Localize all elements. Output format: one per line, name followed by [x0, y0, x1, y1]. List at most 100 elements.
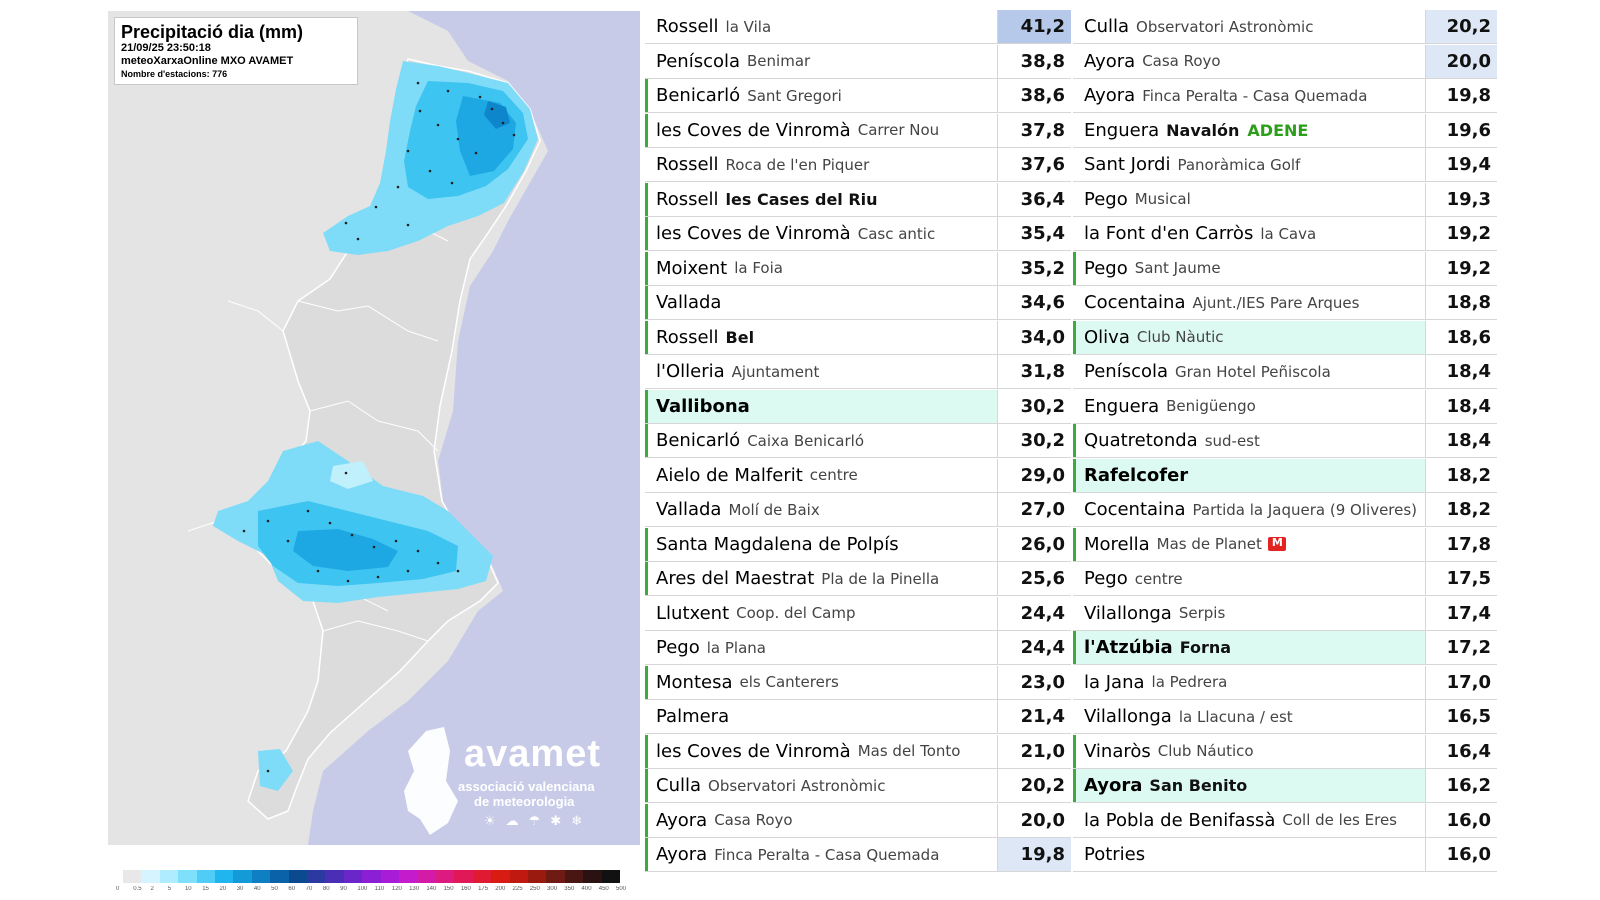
station-name-cell[interactable]: Cocentaina Ajunt./IES Pare Arques [1073, 286, 1425, 319]
station-name-cell[interactable]: Ares del Maestrat Pla de la Pinella [645, 562, 997, 596]
table-row[interactable]: les Coves de Vinromà Carrer Nou 37,8 [645, 113, 1071, 148]
station-name-cell[interactable]: Rafelcofer [1073, 458, 1425, 492]
station-name-cell[interactable]: Santa Magdalena de Polpís [645, 527, 997, 561]
station-name-cell[interactable]: Peníscola Gran Hotel Peñiscola [1073, 355, 1425, 388]
station-name-cell[interactable]: Sant Jordi Panoràmica Golf [1073, 148, 1425, 181]
station-name-cell[interactable]: Benicarló Caixa Benicarló [645, 424, 997, 458]
station-name-cell[interactable]: Peníscola Benimar [645, 45, 997, 78]
station-name-cell[interactable]: Vallibona [645, 389, 997, 423]
table-row[interactable]: Pego centre 17,5 [1073, 562, 1497, 597]
station-name-cell[interactable]: Pego Sant Jaume [1073, 251, 1425, 285]
table-row[interactable]: Aielo de Malferit centre 29,0 [645, 458, 1071, 493]
table-row[interactable]: Peníscola Benimar 38,8 [645, 44, 1071, 79]
table-row[interactable]: Potries 16,0 [1073, 838, 1497, 873]
station-name-cell[interactable]: Rossell la Vila [645, 10, 997, 43]
table-row[interactable]: Rossell la Vila 41,2 [645, 10, 1071, 45]
station-name-cell[interactable]: l'Olleria Ajuntament [645, 355, 997, 388]
station-name-cell[interactable]: la Pobla de Benifassà Coll de les Eres [1073, 804, 1425, 837]
station-name-cell[interactable]: Ayora Finca Peralta - Casa Quemada [645, 838, 997, 872]
precipitation-map[interactable]: Precipitació dia (mm) 21/09/25 23:50:18 … [108, 11, 640, 845]
station-name-cell[interactable]: Vinaròs Club Náutico [1073, 734, 1425, 768]
station-name-cell[interactable]: la Jana la Pedrera [1073, 666, 1425, 699]
table-row[interactable]: Benicarló Caixa Benicarló 30,2 [645, 424, 1071, 459]
table-row[interactable]: la Pobla de Benifassà Coll de les Eres 16,… [1073, 803, 1497, 838]
table-row[interactable]: Vilallonga Serpis 17,4 [1073, 596, 1497, 631]
station-name-cell[interactable]: Enguera Benigüengo [1073, 390, 1425, 423]
station-name-cell[interactable]: Culla Observatori Astronòmic [645, 769, 997, 803]
station-name-cell[interactable]: Ayora Finca Peralta - Casa Quemada [1073, 79, 1425, 112]
table-row[interactable]: Oliva Club Nàutic 18,6 [1073, 320, 1497, 355]
table-row[interactable]: l'Atzúbia Forna 17,2 [1073, 631, 1497, 666]
table-row[interactable]: Pego Musical 19,3 [1073, 182, 1497, 217]
station-name-cell[interactable]: les Coves de Vinromà Carrer Nou [645, 113, 997, 147]
table-row[interactable]: Palmera 21,4 [645, 700, 1071, 735]
table-row[interactable]: Vilallonga la Llacuna / est 16,5 [1073, 700, 1497, 735]
station-name-cell[interactable]: l'Atzúbia Forna [1073, 631, 1425, 665]
station-name-cell[interactable]: Ayora San Benito [1073, 769, 1425, 803]
station-name-cell[interactable]: Pego Musical [1073, 183, 1425, 216]
station-name-cell[interactable]: la Font d'en Carròs la Cava [1073, 217, 1425, 250]
station-name-cell[interactable]: Vilallonga Serpis [1073, 597, 1425, 630]
station-name-cell[interactable]: Cocentaina Partida la Jaquera (9 Oliveres… [1073, 493, 1425, 526]
station-name-cell[interactable]: Montesa els Canterers [645, 665, 997, 699]
station-name-cell[interactable]: Rossell Roca de l'en Piquer [645, 148, 997, 181]
table-row[interactable]: Ayora Finca Peralta - Casa Quemada 19,8 [1073, 79, 1497, 114]
station-name-cell[interactable]: Pego la Plana [645, 631, 997, 664]
table-row[interactable]: Pego la Plana 24,4 [645, 631, 1071, 666]
table-row[interactable]: Quatretonda sud-est 18,4 [1073, 424, 1497, 459]
table-row[interactable]: la Font d'en Carròs la Cava 19,2 [1073, 217, 1497, 252]
station-name-cell[interactable]: Moixent la Foia [645, 251, 997, 285]
station-name-cell[interactable]: les Coves de Vinromà Mas del Tonto [645, 734, 997, 768]
table-row[interactable]: Rossell les Cases del Riu 36,4 [645, 182, 1071, 217]
table-row[interactable]: Ayora Finca Peralta - Casa Quemada 19,8 [645, 838, 1071, 873]
table-row[interactable]: Rossell Bel 34,0 [645, 320, 1071, 355]
table-row[interactable]: Vallada Molí de Baix 27,0 [645, 493, 1071, 528]
table-row[interactable]: la Jana la Pedrera 17,0 [1073, 665, 1497, 700]
table-row[interactable]: Ayora San Benito 16,2 [1073, 769, 1497, 804]
station-name-cell[interactable]: Vilallonga la Llacuna / est [1073, 700, 1425, 733]
station-name-cell[interactable]: Quatretonda sud-est [1073, 424, 1425, 458]
station-name-cell[interactable]: les Coves de Vinromà Casc antic [645, 217, 997, 251]
table-row[interactable]: Peníscola Gran Hotel Peñiscola 18,4 [1073, 355, 1497, 390]
station-name-cell[interactable]: Ayora Casa Royo [1073, 45, 1425, 78]
station-name-cell[interactable]: Benicarló Sant Gregori [645, 79, 997, 113]
table-row[interactable]: Vallada 34,6 [645, 286, 1071, 321]
table-row[interactable]: Cocentaina Partida la Jaquera (9 Oliveres… [1073, 493, 1497, 528]
station-name-cell[interactable]: Palmera [645, 700, 997, 733]
table-row[interactable]: Culla Observatori Astronòmic 20,2 [1073, 10, 1497, 45]
table-row[interactable]: Vallibona 30,2 [645, 389, 1071, 424]
station-name-cell[interactable]: Oliva Club Nàutic [1073, 320, 1425, 354]
station-name-cell[interactable]: Ayora Casa Royo [645, 803, 997, 837]
station-name-cell[interactable]: Culla Observatori Astronòmic [1073, 10, 1425, 43]
table-row[interactable]: Ares del Maestrat Pla de la Pinella 25,6 [645, 562, 1071, 597]
table-row[interactable]: Montesa els Canterers 23,0 [645, 665, 1071, 700]
station-name-cell[interactable]: Rossell Bel [645, 320, 997, 354]
table-row[interactable]: Moixent la Foia 35,2 [645, 251, 1071, 286]
table-row[interactable]: Rossell Roca de l'en Piquer 37,6 [645, 148, 1071, 183]
table-row[interactable]: Rafelcofer 18,2 [1073, 458, 1497, 493]
table-row[interactable]: Benicarló Sant Gregori 38,6 [645, 79, 1071, 114]
table-row[interactable]: Vinaròs Club Náutico 16,4 [1073, 734, 1497, 769]
table-row[interactable]: Enguera Navalón ADENE 19,6 [1073, 113, 1497, 148]
table-row[interactable]: Ayora Casa Royo 20,0 [645, 803, 1071, 838]
table-row[interactable]: Morella Mas de Planet 17,8 [1073, 527, 1497, 562]
station-name-cell[interactable]: Morella Mas de Planet [1073, 527, 1425, 561]
table-row[interactable]: Sant Jordi Panoràmica Golf 19,4 [1073, 148, 1497, 183]
station-name-cell[interactable]: Llutxent Coop. del Camp [645, 597, 997, 630]
table-row[interactable]: Enguera Benigüengo 18,4 [1073, 389, 1497, 424]
table-row[interactable]: Ayora Casa Royo 20,0 [1073, 44, 1497, 79]
table-row[interactable]: Llutxent Coop. del Camp 24,4 [645, 596, 1071, 631]
station-name-cell[interactable]: Pego centre [1073, 562, 1425, 595]
station-name-cell[interactable]: Rossell les Cases del Riu [645, 182, 997, 216]
table-row[interactable]: Culla Observatori Astronòmic 20,2 [645, 769, 1071, 804]
station-name-cell[interactable]: Potries [1073, 838, 1425, 871]
station-name-cell[interactable]: Vallada Molí de Baix [645, 493, 997, 526]
station-name-cell[interactable]: Vallada [645, 286, 997, 320]
table-row[interactable]: Pego Sant Jaume 19,2 [1073, 251, 1497, 286]
table-row[interactable]: les Coves de Vinromà Casc antic 35,4 [645, 217, 1071, 252]
table-row[interactable]: les Coves de Vinromà Mas del Tonto 21,0 [645, 734, 1071, 769]
table-row[interactable]: Cocentaina Ajunt./IES Pare Arques 18,8 [1073, 286, 1497, 321]
table-row[interactable]: l'Olleria Ajuntament 31,8 [645, 355, 1071, 390]
station-name-cell[interactable]: Aielo de Malferit centre [645, 459, 997, 492]
station-name-cell[interactable]: Enguera Navalón ADENE [1073, 114, 1425, 147]
